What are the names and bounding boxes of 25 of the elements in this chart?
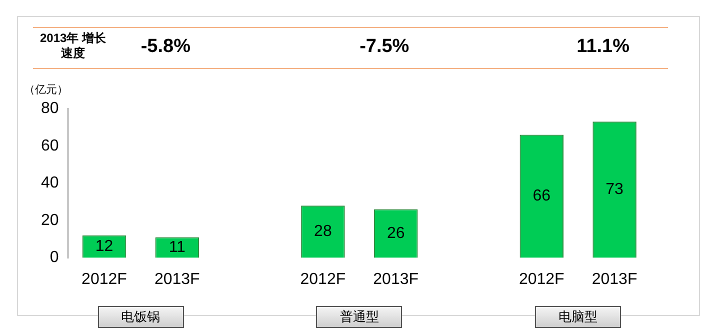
y-tick-label: 20 (41, 212, 59, 229)
y-tick-label: 0 (50, 249, 59, 266)
text: 2013年 增长速度 (38, 31, 108, 61)
data-label: 28 (314, 223, 332, 240)
x-tick-label: 2013F (154, 270, 200, 288)
y-axis-title: （亿元） (24, 83, 68, 97)
data-label: 12 (95, 238, 114, 256)
y-tick-label: 40 (41, 174, 59, 192)
text: 11.1% (576, 36, 630, 58)
x-tick-label: 2013F (373, 270, 419, 288)
x-tick-label: 2012F (518, 270, 565, 288)
text: -7.5% (358, 36, 410, 58)
x-tick-label: 2013F (592, 270, 638, 288)
x-tick-label: 2012F (82, 270, 128, 288)
text: -5.8% (140, 36, 192, 58)
text: 普通型 (316, 306, 402, 328)
data-label: 11 (168, 238, 186, 256)
text: 电脑型 (535, 306, 622, 328)
data-label: 26 (386, 224, 405, 242)
y-tick-label: 80 (41, 100, 59, 118)
data-label: 73 (606, 181, 624, 198)
data-label: 66 (532, 188, 551, 205)
y-tick-label: 60 (41, 137, 59, 154)
x-tick-label: 2012F (300, 270, 346, 288)
text: 电饭锅 (98, 306, 184, 328)
